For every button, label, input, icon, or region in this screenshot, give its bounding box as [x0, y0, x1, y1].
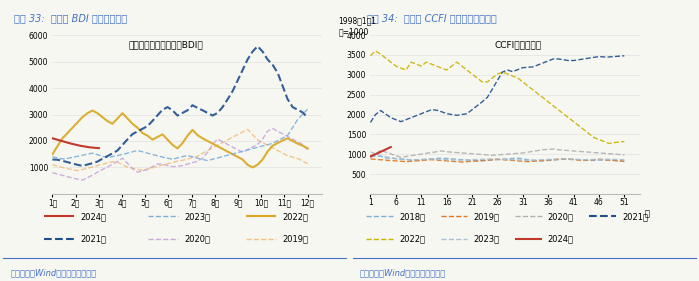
Text: 2021年: 2021年 [622, 212, 648, 221]
Text: 2019年: 2019年 [282, 234, 308, 243]
Text: 周: 周 [645, 210, 650, 219]
Text: 2020年: 2020年 [548, 212, 574, 221]
Text: 2020年: 2020年 [184, 234, 210, 243]
Text: 图表 33:  近半月 BDI 指数中枢续降: 图表 33: 近半月 BDI 指数中枢续降 [14, 13, 127, 23]
Text: 资料来源：Wind，国盛证券研究所: 资料来源：Wind，国盛证券研究所 [360, 268, 446, 277]
Text: 2023年: 2023年 [184, 212, 210, 221]
Text: CCFI：综合指数: CCFI：综合指数 [495, 40, 542, 49]
Text: 图表 34:  近半月 CCFI 指数环比明显回升: 图表 34: 近半月 CCFI 指数环比明显回升 [367, 13, 497, 23]
Text: 2023年: 2023年 [473, 234, 500, 243]
Text: 1998年1月1
日=1000: 1998年1月1 日=1000 [338, 16, 376, 36]
Text: 波罗的海干散货指数（BDI）: 波罗的海干散货指数（BDI） [128, 40, 203, 49]
Text: 2018年: 2018年 [399, 212, 425, 221]
Text: 资料来源：Wind，国盛证券研究所: 资料来源：Wind，国盛证券研究所 [10, 268, 96, 277]
Text: 2019年: 2019年 [473, 212, 499, 221]
Text: 2022年: 2022年 [399, 234, 425, 243]
Text: 2021年: 2021年 [80, 234, 106, 243]
Text: 2022年: 2022年 [282, 212, 308, 221]
Text: 2024年: 2024年 [80, 212, 106, 221]
Text: 2024年: 2024年 [548, 234, 574, 243]
